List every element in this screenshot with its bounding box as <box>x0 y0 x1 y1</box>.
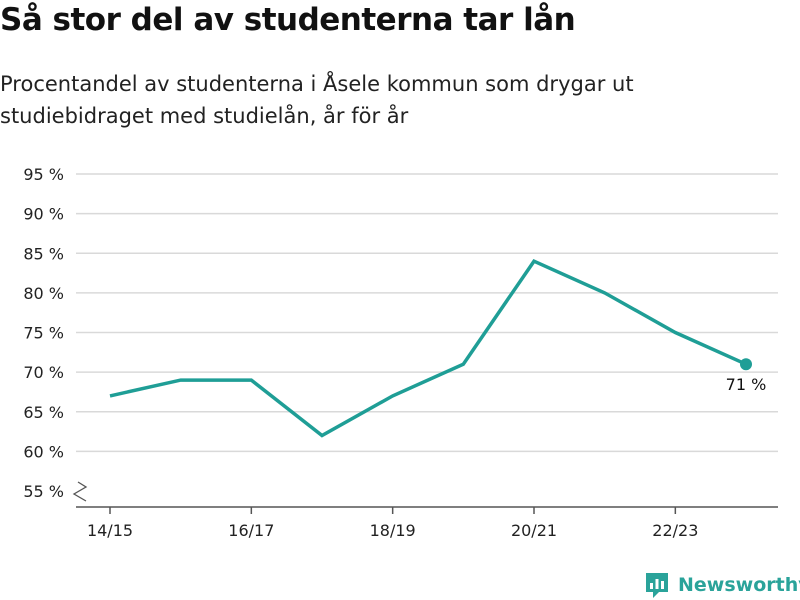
x-tick-label: 18/19 <box>370 521 416 540</box>
chart-subtitle: Procentandel av studenterna i Åsele komm… <box>0 72 634 128</box>
y-tick-label: 80 % <box>23 284 64 303</box>
brand-logo: Newsworthy <box>644 570 800 600</box>
data-marks: 71 % <box>726 358 767 394</box>
grid-lines <box>76 173 778 453</box>
x-tick-label: 20/21 <box>511 521 557 540</box>
end-value-label: 71 % <box>726 375 767 394</box>
y-tick-label: 90 % <box>23 205 64 224</box>
y-tick-label: 85 % <box>23 244 64 263</box>
y-tick-label: 55 % <box>23 482 64 501</box>
y-tick-label: 60 % <box>23 442 64 461</box>
x-tick-label: 16/17 <box>228 521 274 540</box>
axis-break-icon <box>72 481 88 502</box>
y-tick-label: 70 % <box>23 363 64 382</box>
y-tick-label: 95 % <box>23 165 64 184</box>
y-axis: 55 % 60 % 65 % 70 % 75 % 80 % 85 % 90 % 95 % <box>23 165 88 502</box>
y-tick-label: 75 % <box>23 324 64 343</box>
brand-name: Newsworthy <box>678 574 800 596</box>
y-tick-label: 65 % <box>23 403 64 422</box>
x-axis: 14/15 16/17 18/19 20/21 22/23 <box>76 506 778 540</box>
x-tick-label: 22/23 <box>652 521 698 540</box>
x-tick-label: 14/15 <box>87 521 133 540</box>
series-lines <box>109 259 747 438</box>
chart-title: Så stor del av studenterna tar lån <box>0 2 576 38</box>
end-point-marker <box>740 358 752 371</box>
series-line <box>109 259 747 438</box>
newsworthy-logo-icon <box>646 573 668 598</box>
